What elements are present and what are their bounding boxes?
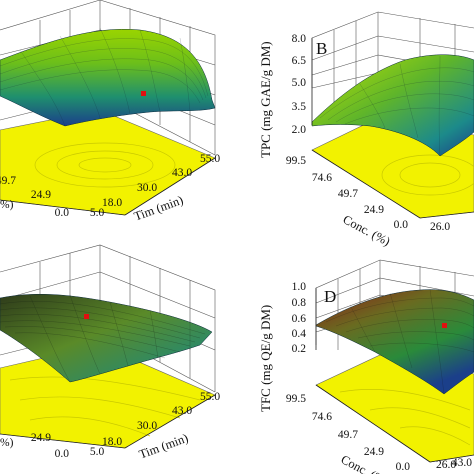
- panel-a-xtick-2: 30.0: [137, 182, 157, 194]
- panel-d-ztick-0: 0.2: [292, 343, 307, 355]
- panel-c-axes: [0, 394, 216, 449]
- panel-d-ztick-2: 0.6: [292, 313, 307, 325]
- panel-a-ytick-0: 0.0: [55, 207, 70, 219]
- panel-b-xtick-0: 26.0: [430, 221, 450, 233]
- panel-d: D 0.2 0.4 0.6 0.8 1.0 TFC (mg QE/g DM) 9…: [258, 259, 474, 474]
- panel-a-axes: [0, 157, 216, 216]
- panel-d-floor-contours: [339, 388, 471, 446]
- panel-a-mesh: [0, 27, 209, 127]
- panel-b-ztick-4: 8.0: [292, 33, 307, 45]
- panel-b-ytick-1: 24.9: [364, 204, 384, 216]
- panel-c-floor-contours: [9, 376, 201, 437]
- panel-a-ytick-2: 49.7: [0, 175, 16, 187]
- panel-c: 5.0 18.0 30.0 43.0 55.0 Tim (min) 0.0 24…: [0, 244, 220, 462]
- panel-a-xtick-4: 55.0: [200, 153, 220, 165]
- panel-a-surface: [0, 29, 216, 127]
- panel-d-zlabel: TFC (mg QE/g DM): [258, 305, 273, 412]
- panel-d-ztick-1: 0.4: [292, 328, 307, 340]
- panel-a-ytick-1: 24.9: [31, 189, 51, 201]
- panel-b-ytick-2: 49.7: [338, 188, 358, 200]
- panel-b-letter: B: [316, 39, 327, 58]
- panel-d-ztick-3: 0.8: [292, 297, 307, 309]
- panel-c-optimum-marker: [84, 314, 89, 319]
- panel-b-ztick-0: 2.0: [292, 124, 307, 136]
- panel-d-ztick-4: 1.0: [292, 281, 307, 293]
- panel-c-xtick-1: 18.0: [102, 436, 122, 448]
- panel-b-floor-contours: [381, 154, 474, 196]
- panel-b-axes: [311, 38, 474, 219]
- panel-d-letter: D: [324, 287, 336, 306]
- panel-a-xtick-1: 18.0: [102, 197, 122, 209]
- panel-b-ytick-3: 74.6: [312, 172, 332, 184]
- panel-d-ytick-4: 99.5: [286, 393, 306, 405]
- panel-b-zlabel: TPC (mg GAE/g DM): [258, 41, 273, 158]
- panel-b-ytick-4: 99.5: [286, 155, 306, 167]
- panel-a-optimum-marker: [141, 91, 146, 96]
- panel-a-xtick-3: 43.0: [172, 167, 192, 179]
- panel-a-ytick-partial: %): [0, 199, 14, 211]
- panel-b-ztick-3: 6.5: [292, 55, 307, 67]
- panel-a-xtick-0: 5.0: [90, 207, 105, 219]
- panel-d-ytick-1: 24.9: [364, 446, 384, 458]
- panel-c-xtick-2: 30.0: [137, 420, 157, 432]
- panel-d-xtick-0: 26.0: [436, 459, 456, 471]
- panel-c-xtick-4: 55.0: [200, 391, 220, 403]
- panel-b-ztick-2: 5.0: [292, 77, 307, 89]
- panel-d-ytick-3: 74.6: [312, 411, 332, 423]
- panel-c-ytick-1: 24.9: [31, 432, 51, 444]
- panel-d-optimum-marker: [442, 323, 447, 328]
- panel-c-ytick-partial: %): [0, 437, 14, 449]
- panel-d-ytick-0: 0.0: [396, 461, 411, 473]
- panel-b-ylabel: Conc. (%): [341, 212, 393, 248]
- panel-b-surface: [311, 54, 474, 157]
- panel-d-axes: [315, 288, 474, 463]
- panel-b-ytick-0: 0.0: [394, 219, 409, 231]
- panel-c-xtick-0: 5.0: [90, 446, 105, 458]
- panel-c-surface: [0, 293, 213, 383]
- panel-c-xtick-3: 43.0: [172, 405, 192, 417]
- panel-d-mesh: [325, 288, 474, 395]
- panel-d-ytick-2: 49.7: [338, 429, 358, 441]
- panel-a-floor-contours: [34, 142, 176, 188]
- panel-a: 5.0 18.0 30.0 43.0 55.0 Tim (min) 0.0 24…: [0, 0, 220, 224]
- panel-c-mesh: [0, 294, 206, 383]
- panel-b-ztick-1: 3.5: [292, 101, 307, 113]
- panel-c-ytick-0: 0.0: [55, 448, 70, 460]
- panel-d-xtick-1: 43.0: [452, 457, 472, 469]
- panel-b: B 2.0 3.5 5.0 6.5 8.0 TPC (mg GAE/g DM) …: [258, 11, 474, 249]
